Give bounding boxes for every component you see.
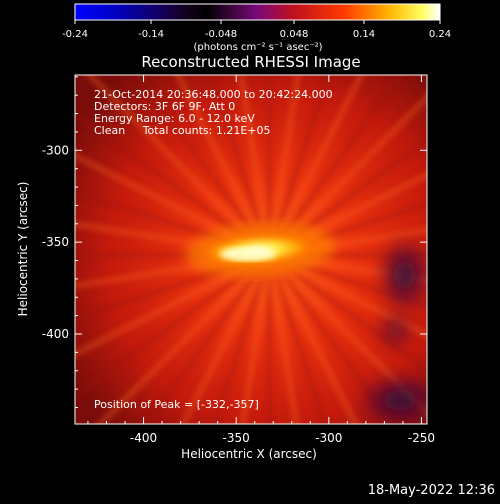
streak [267,253,397,424]
colorbar-tick-label: -0.048 [205,29,237,40]
streak [266,254,300,424]
streak [75,252,272,401]
colorbar-tick-label: -0.14 [138,29,164,40]
x-axis-label: Heliocentric X (arcsec) [181,447,317,461]
colorbar-units-text: (photons cm⁻² s⁻¹ asec⁻²) [193,42,322,53]
y-tick-label: -350 [42,235,69,249]
x-tick-label: -400 [130,431,157,445]
streak [211,254,273,424]
timestamp: 18-May-2022 12:36 [368,483,495,498]
x-tick-label: -300 [315,431,342,445]
plot-frame [74,74,428,425]
annotation-energy-range: Energy Range: 6.0 - 12.0 keV [94,112,255,125]
streak [266,75,302,256]
x-tick-label: -250 [408,431,435,445]
streak [266,75,365,257]
streak [267,75,405,257]
streak [85,75,272,258]
y-axis-ticks: -300 -350 -400 [42,76,427,408]
streak [143,253,272,424]
colorbar-units-label: (photons cm⁻² s⁻¹ asec⁻²) [193,42,322,53]
annotation-time-range: 21-Oct-2014 20:36:48.000 to 20:42:24.000 [94,88,333,101]
annotation-clean-counts: Clean Total counts: 1.21E+05 [94,124,271,137]
rhessi-image [75,75,427,424]
colorbar-tick-label: -0.24 [62,29,88,40]
streak [266,253,359,424]
streak [266,75,332,256]
colorbar-tick-label: 0.048 [280,29,309,40]
streak [135,75,272,257]
streak [207,75,273,256]
streak [267,93,427,258]
annotation-detectors: Detectors: 3F 6F 9F, Att 0 [94,100,235,113]
y-tick-label: -400 [42,327,69,341]
chart-title: Reconstructed RHESSI Image [141,53,360,71]
colorbar-tick-label: 0.14 [353,29,375,40]
streak [96,252,272,424]
colorbar [74,3,441,21]
streak [174,75,273,257]
x-axis-ticks: -400 -350 -300 -250 [87,75,435,445]
streak [180,253,273,424]
streak [266,254,328,424]
colorbar-ticks: -0.24 -0.14 -0.048 0.048 0.14 0.24 [62,20,451,40]
y-tick-label: -300 [42,143,69,157]
streak [239,254,273,424]
streak [237,75,273,256]
annotation-peak-position: Position of Peak = [-332,-357] [94,398,259,411]
colorbar-tick-label: 0.24 [429,29,451,40]
x-tick-label: -350 [223,431,250,445]
y-axis-label: Heliocentric Y (arcsec) [16,182,30,317]
